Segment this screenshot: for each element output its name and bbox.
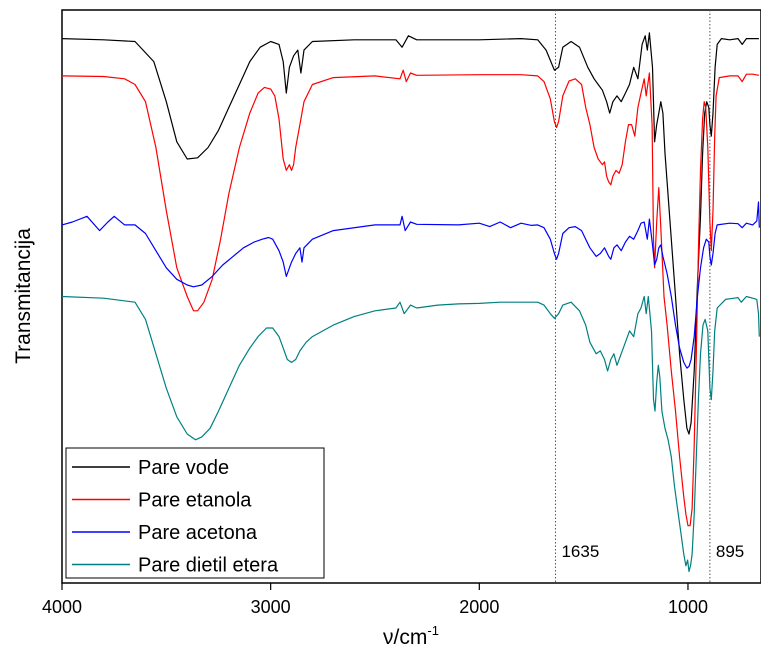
annotation-label-895: 895 <box>716 542 744 561</box>
legend-label-3: Pare acetona <box>138 522 258 544</box>
x-tick-label-1000: 1000 <box>668 597 708 617</box>
x-tick-label-2000: 2000 <box>459 597 499 617</box>
annotation-labels: 1635 895 <box>561 542 744 561</box>
legend: Pare vode Pare etanola Pare acetona Pare di… <box>65 447 325 579</box>
legend-items: Pare vode Pare etanola Pare acetona Pare di… <box>72 457 279 577</box>
series-group <box>61 32 760 573</box>
legend-box <box>65 447 325 579</box>
x-axis-label: ν/cm-1 <box>383 623 439 649</box>
legend-label-2: Pare etanola <box>138 490 252 512</box>
x-tick-label-3000: 3000 <box>251 597 291 617</box>
series-line-4 <box>61 295 760 573</box>
series-line-2 <box>61 69 760 527</box>
x-axis-ticks: 4000 3000 2000 1000 <box>42 583 708 617</box>
legend-label-1: Pare vode <box>138 457 229 479</box>
x-tick-label-4000: 4000 <box>42 597 82 617</box>
legend-label-4: Pare dietil etera <box>138 555 279 577</box>
series-line-3 <box>61 201 760 369</box>
y-axis-label: Transmitancija <box>12 228 35 364</box>
series-line-1 <box>61 32 759 435</box>
annotation-label-1635: 1635 <box>561 542 599 561</box>
annotation-lines <box>554 10 711 583</box>
